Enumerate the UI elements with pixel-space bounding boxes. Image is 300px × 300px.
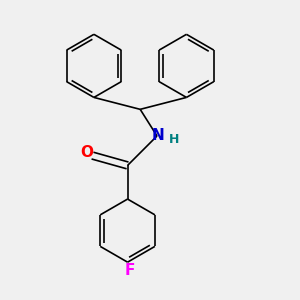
Text: F: F <box>124 263 135 278</box>
Text: O: O <box>80 145 93 160</box>
Text: N: N <box>151 128 164 143</box>
Text: H: H <box>169 133 180 146</box>
